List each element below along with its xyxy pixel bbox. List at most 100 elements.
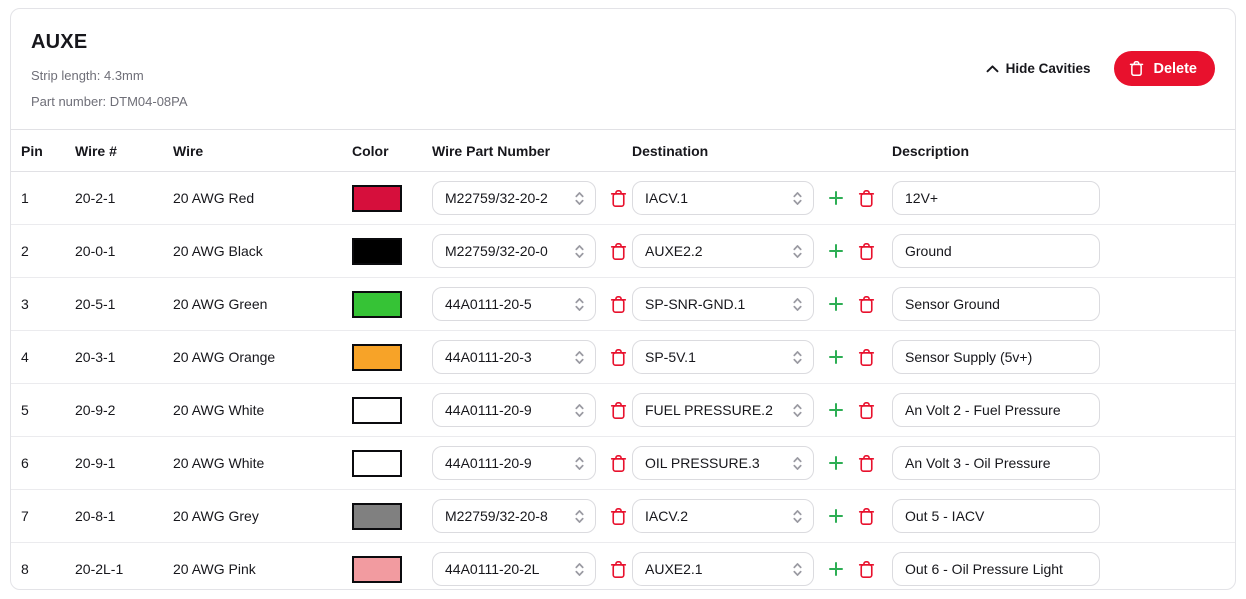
add-destination-button[interactable] [828, 402, 844, 418]
delete-wire-button[interactable] [610, 401, 627, 420]
plus-icon [829, 350, 843, 364]
delete-destination-button[interactable] [858, 454, 875, 473]
chevron-up-icon [986, 64, 999, 72]
col-header-wire: Wire [173, 129, 352, 172]
add-destination-button[interactable] [828, 190, 844, 206]
delete-wire-button[interactable] [610, 242, 627, 261]
destination-select[interactable]: IACV.2 [632, 499, 814, 533]
description-input[interactable] [892, 287, 1100, 321]
delete-destination-button[interactable] [858, 242, 875, 261]
table-row: 6 20-9-1 20 AWG White 44A0111-20-9 OIL P… [11, 436, 1235, 490]
delete-button[interactable]: Delete [1114, 51, 1215, 86]
description-input[interactable] [892, 181, 1100, 215]
chevron-updown-icon [575, 297, 584, 311]
delete-destination-button[interactable] [858, 560, 875, 579]
trash-icon [858, 401, 875, 419]
wire-part-number-value: 44A0111-20-2L [445, 561, 540, 578]
pin-number: 8 [21, 561, 29, 578]
delete-wire-button[interactable] [610, 507, 627, 526]
pin-number: 2 [11, 224, 75, 278]
destination-select[interactable]: FUEL PRESSURE.2 [632, 393, 814, 427]
destination-select[interactable]: OIL PRESSURE.3 [632, 446, 814, 480]
chevron-updown-icon [793, 509, 802, 523]
wire-part-number-value: M22759/32-20-8 [445, 508, 548, 524]
delete-wire-button[interactable] [610, 560, 627, 579]
wire-color-swatch [352, 184, 402, 212]
add-destination-button[interactable] [828, 296, 844, 312]
trash-icon [610, 560, 627, 578]
wire-part-number-select[interactable]: M22759/32-20-2 [432, 181, 596, 215]
chevron-updown-icon [793, 244, 802, 258]
wire-number: 20-2L-1 [75, 561, 124, 578]
wire-name: 20 AWG Black [173, 224, 352, 278]
description-input[interactable] [892, 552, 1100, 587]
destination-select[interactable]: IACV.1 [632, 181, 814, 215]
delete-button-label: Delete [1153, 60, 1197, 77]
wire-part-number-value: 44A0111-20-5 [445, 296, 532, 312]
delete-wire-button[interactable] [610, 348, 627, 367]
add-destination-button[interactable] [828, 561, 844, 577]
delete-destination-button[interactable] [858, 295, 875, 314]
wire-part-number-select[interactable]: 44A0111-20-9 [432, 446, 596, 480]
delete-destination-button[interactable] [858, 189, 875, 208]
trash-icon [610, 295, 627, 313]
description-input[interactable] [892, 446, 1100, 480]
chevron-updown-icon [575, 244, 584, 258]
wire-color-swatch [352, 290, 402, 318]
chevron-updown-icon [575, 350, 584, 364]
table-row: 5 20-9-2 20 AWG White 44A0111-20-9 FUEL … [11, 383, 1235, 437]
table-row: 8 20-2L-1 20 AWG Pink 44A0111-20-2L AUXE… [11, 543, 1235, 596]
delete-wire-button[interactable] [610, 295, 627, 314]
destination-value: SP-SNR-GND.1 [645, 296, 746, 312]
delete-destination-button[interactable] [858, 507, 875, 526]
hide-cavities-button[interactable]: Hide Cavities [986, 61, 1090, 76]
wire-number: 20-8-1 [75, 489, 173, 543]
col-header-destination: Destination [632, 129, 892, 172]
wire-part-number-select[interactable]: M22759/32-20-8 [432, 499, 596, 533]
plus-icon [829, 244, 843, 258]
description-input[interactable] [892, 340, 1100, 374]
plus-icon [829, 191, 843, 205]
trash-icon [610, 401, 627, 419]
delete-wire-button[interactable] [610, 189, 627, 208]
destination-select[interactable]: SP-SNR-GND.1 [632, 287, 814, 321]
wire-part-number-select[interactable]: 44A0111-20-2L [432, 552, 596, 587]
delete-wire-button[interactable] [610, 454, 627, 473]
trash-icon [610, 507, 627, 525]
wire-part-number-select[interactable]: 44A0111-20-5 [432, 287, 596, 321]
destination-value: AUXE2.2 [645, 243, 703, 259]
delete-destination-button[interactable] [858, 401, 875, 420]
description-input[interactable] [892, 234, 1100, 268]
table-body: 1 20-2-1 20 AWG Red M22759/32-20-2 IACV.… [11, 171, 1235, 596]
wire-part-number-value: 44A0111-20-3 [445, 349, 532, 365]
destination-select[interactable]: AUXE2.2 [632, 234, 814, 268]
pin-number: 7 [11, 489, 75, 543]
destination-value: OIL PRESSURE.3 [645, 455, 760, 471]
add-destination-button[interactable] [828, 243, 844, 259]
chevron-updown-icon [575, 456, 584, 470]
plus-icon [829, 297, 843, 311]
delete-destination-button[interactable] [858, 348, 875, 367]
wire-number: 20-0-1 [75, 224, 173, 278]
connector-title: AUXE [31, 31, 88, 53]
add-destination-button[interactable] [828, 349, 844, 365]
table-row: 3 20-5-1 20 AWG Green 44A0111-20-5 SP-SN… [11, 277, 1235, 331]
add-destination-button[interactable] [828, 455, 844, 471]
destination-select[interactable]: AUXE2.1 [632, 552, 814, 587]
chevron-updown-icon [575, 562, 584, 576]
add-destination-button[interactable] [828, 508, 844, 524]
destination-select[interactable]: SP-5V.1 [632, 340, 814, 374]
connector-info: AUXE Strip length: 4.3mm Part number: DT… [31, 31, 188, 120]
description-input[interactable] [892, 499, 1100, 533]
wire-color-swatch [352, 502, 402, 530]
wire-part-number-select[interactable]: 44A0111-20-9 [432, 393, 596, 427]
description-input[interactable] [892, 393, 1100, 427]
pin-number: 3 [11, 277, 75, 331]
wire-color-swatch [352, 449, 402, 477]
trash-icon [858, 507, 875, 525]
col-header-wire-part-number: Wire Part Number [432, 129, 632, 172]
wire-part-number-select[interactable]: 44A0111-20-3 [432, 340, 596, 374]
chevron-updown-icon [793, 350, 802, 364]
table-row: 1 20-2-1 20 AWG Red M22759/32-20-2 IACV.… [11, 171, 1235, 225]
wire-part-number-select[interactable]: M22759/32-20-0 [432, 234, 596, 268]
